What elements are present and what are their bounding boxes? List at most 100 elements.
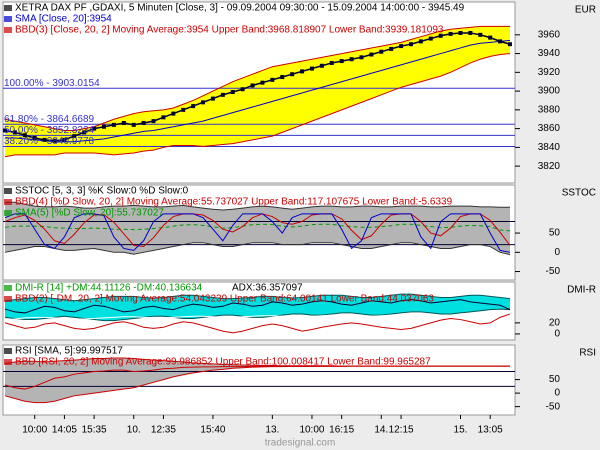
series-line xyxy=(4,313,511,334)
header-text: BBD(4) [%D Slow, 20, 2] Moving Average:5… xyxy=(15,197,453,208)
price-marker xyxy=(399,44,404,49)
price-marker xyxy=(201,100,206,105)
x-tick-label: 10:00 xyxy=(299,425,324,436)
price-marker xyxy=(498,39,503,44)
panel xyxy=(3,25,515,158)
y-tick-label: 3960 xyxy=(538,29,561,40)
y-tick-label: 3900 xyxy=(538,86,561,97)
header-icon xyxy=(4,188,12,194)
header-icon xyxy=(4,27,12,33)
header-text: BBD(3) [Close, 20, 2] Moving Average:395… xyxy=(15,25,444,36)
price-marker xyxy=(260,80,265,85)
series-line xyxy=(4,242,511,256)
price-marker xyxy=(408,42,413,47)
x-tick-label: 13:05 xyxy=(478,425,503,436)
series-line xyxy=(4,293,511,302)
header-icon xyxy=(4,285,12,291)
price-marker xyxy=(438,33,443,38)
price-marker xyxy=(230,90,235,95)
header-icon xyxy=(4,296,12,302)
series-line xyxy=(5,39,511,143)
header-icon xyxy=(4,210,12,216)
level-label: 100.00% - 3903.0154 xyxy=(4,78,100,89)
series-line xyxy=(4,25,510,131)
panel xyxy=(4,293,511,334)
price-marker xyxy=(270,77,275,82)
price-marker xyxy=(171,111,176,116)
price-marker xyxy=(92,126,97,131)
price-marker xyxy=(290,72,295,77)
x-tick-label: 10. xyxy=(127,425,141,436)
y-tick-label: 3880 xyxy=(538,104,561,115)
price-marker xyxy=(141,120,146,125)
header-text: XETRA DAX PF ,GDAXI, 5 Minuten [Close, 3… xyxy=(15,3,465,14)
series-line xyxy=(4,32,511,142)
price-marker xyxy=(72,134,77,139)
x-tick-label: 12:15 xyxy=(389,425,414,436)
series-line xyxy=(4,365,510,390)
price-marker xyxy=(508,42,512,47)
price-marker xyxy=(42,137,47,142)
panel-unit: EUR xyxy=(575,5,596,16)
price-marker xyxy=(389,46,394,51)
y-tick-label: 3860 xyxy=(538,123,561,134)
price-marker xyxy=(32,135,37,140)
price-marker xyxy=(161,115,166,120)
price-marker xyxy=(220,92,225,97)
price-marker xyxy=(339,59,344,64)
watermark: tradesignal.com xyxy=(265,438,336,449)
price-marker xyxy=(468,30,473,35)
price-marker xyxy=(210,96,215,101)
price-marker xyxy=(12,130,17,135)
price-marker xyxy=(418,39,423,44)
x-tick-label: 15. xyxy=(454,425,468,436)
panel xyxy=(3,357,515,404)
price-marker xyxy=(62,137,67,142)
price-marker xyxy=(102,124,107,129)
series-line xyxy=(4,213,511,253)
y-tick-label: 0 xyxy=(554,329,560,340)
x-tick-label: 13. xyxy=(265,425,279,436)
price-marker xyxy=(181,107,186,112)
x-tick-label: 15:40 xyxy=(200,425,225,436)
y-tick-label: -50 xyxy=(546,266,561,277)
price-marker xyxy=(379,49,384,54)
price-marker xyxy=(82,130,87,135)
level-label: 50.00% - 3852.8234 xyxy=(4,125,95,136)
price-marker xyxy=(151,119,156,124)
y-tick-label: 3820 xyxy=(538,161,561,172)
price-marker xyxy=(428,36,433,41)
x-tick-label: 12:35 xyxy=(151,425,176,436)
header-aside: ADX:36.357097 xyxy=(232,283,303,294)
price-marker xyxy=(240,87,245,92)
header-icon xyxy=(4,199,12,205)
y-tick-label: -50 xyxy=(546,401,561,412)
y-tick-label: 50 xyxy=(549,374,561,385)
band-fill xyxy=(5,357,510,403)
price-marker xyxy=(349,57,354,62)
price-marker xyxy=(121,120,126,125)
series-line xyxy=(4,223,511,232)
price-marker xyxy=(111,122,116,127)
header-text: BBD(2) [-DM, 20, 2] Moving Average:54.04… xyxy=(15,294,434,305)
header-icon xyxy=(4,5,12,11)
header-text: SMA(5) [%D Slow, 20]:55.737027 xyxy=(15,208,164,219)
price-marker xyxy=(280,75,285,80)
price-marker xyxy=(300,69,305,74)
header-text: DMI-R [14] +DM:44.11126 -DM:40.136634 xyxy=(15,283,203,294)
y-tick-label: 0 xyxy=(554,247,560,258)
x-tick-label: 14:05 xyxy=(52,425,77,436)
panel-unit: DMI-R xyxy=(567,285,596,296)
panel xyxy=(3,201,515,256)
header-icon xyxy=(4,359,12,365)
level-label: 61.80% - 3864.6689 xyxy=(4,114,95,125)
header-icon xyxy=(4,16,12,22)
y-tick-label: 0 xyxy=(554,388,560,399)
series-line xyxy=(4,53,511,158)
panel-unit: RSI xyxy=(579,348,596,359)
x-tick-label: 16:15 xyxy=(329,425,354,436)
price-marker xyxy=(22,133,27,138)
level-label: 38.20% - 3840.9778 xyxy=(4,136,95,147)
price-marker xyxy=(3,128,7,133)
series-line xyxy=(4,313,510,321)
